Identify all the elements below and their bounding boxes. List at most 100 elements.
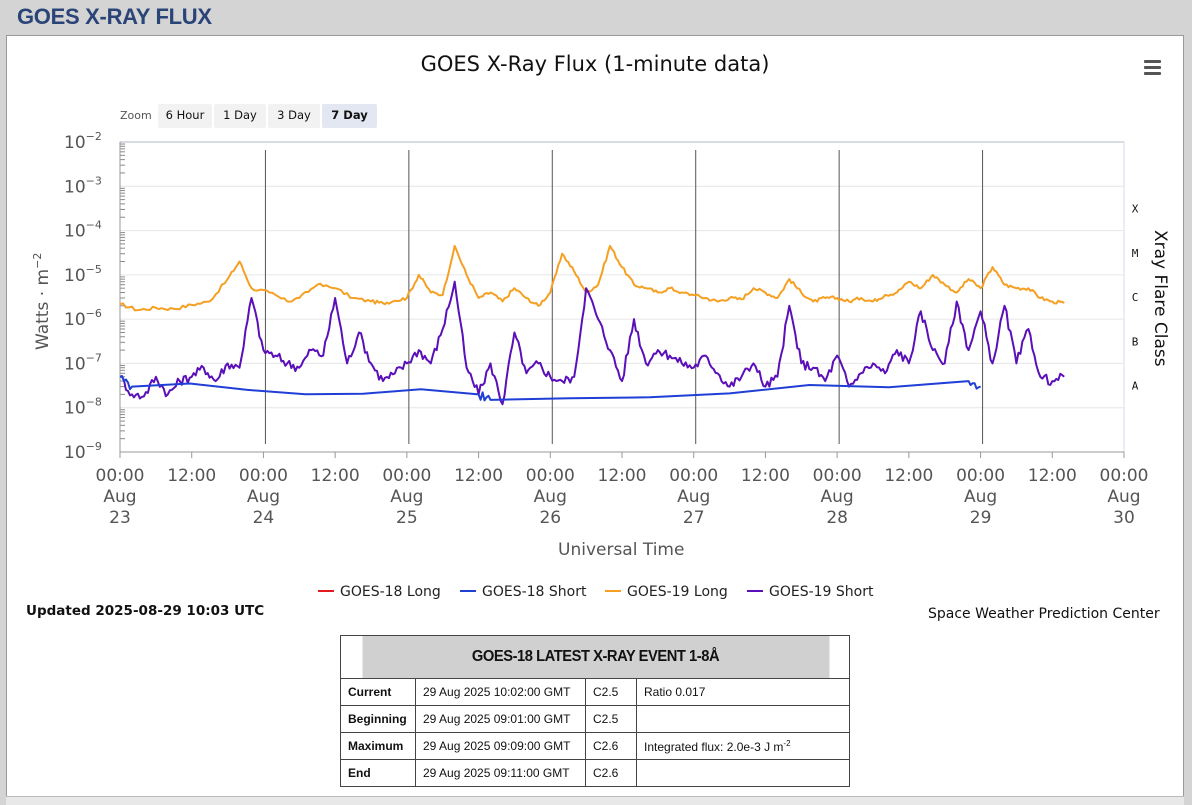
x-date-label: Aug xyxy=(1107,487,1140,507)
x-tick-label: 00:00 xyxy=(526,466,575,486)
x-date-label: 23 xyxy=(109,508,131,528)
x-tick-label: 12:00 xyxy=(1028,466,1077,486)
row-class: C2.5 xyxy=(585,705,637,733)
row-time: 29 Aug 2025 09:01:00 GMT xyxy=(415,705,586,733)
flare-class-label: X xyxy=(1132,203,1139,216)
y-axis-title: Watts · m−2 xyxy=(31,253,53,350)
x-date-label: 25 xyxy=(396,508,418,528)
legend-label: GOES-18 Short xyxy=(482,584,587,600)
chart-menu-icon[interactable] xyxy=(1144,60,1161,75)
zoom-7-day-button[interactable]: 7 Day xyxy=(322,104,377,128)
legend-swatch-goes18-short xyxy=(460,590,476,592)
y-tick-label: 10−5 xyxy=(64,263,102,286)
table-row: Beginning 29 Aug 2025 09:01:00 GMT C2.5 xyxy=(340,705,850,733)
x-tick-label: 00:00 xyxy=(1100,466,1149,486)
row-label: Maximum xyxy=(340,732,416,760)
flare-class-label: C xyxy=(1132,291,1139,304)
x-date-label: 29 xyxy=(970,508,992,528)
x-axis-title: Universal Time xyxy=(558,540,684,560)
x-tick-label: 00:00 xyxy=(669,466,718,486)
bottom-strip xyxy=(6,796,1184,805)
integrated-flux-exponent: -2 xyxy=(783,738,791,748)
y-tick-label: 10−7 xyxy=(64,351,102,374)
legend-label: GOES-18 Long xyxy=(340,584,441,600)
legend-goes18-long[interactable]: GOES-18 Long xyxy=(318,584,441,600)
legend-label: GOES-19 Short xyxy=(769,584,874,600)
row-class: C2.5 xyxy=(585,678,637,706)
x-tick-label: 00:00 xyxy=(956,466,1005,486)
table-row: End 29 Aug 2025 09:11:00 GMT C2.6 xyxy=(340,759,850,787)
x-tick-label: 00:00 xyxy=(96,466,145,486)
zoom-1-day-button[interactable]: 1 Day xyxy=(214,104,266,128)
x-date-label: Aug xyxy=(821,487,854,507)
integrated-flux-text: Integrated flux: 2.0e-3 J m xyxy=(644,739,784,754)
x-date-label: Aug xyxy=(390,487,423,507)
x-date-label: Aug xyxy=(247,487,280,507)
updated-timestamp: Updated 2025-08-29 10:03 UTC xyxy=(26,603,265,619)
x-tick-label: 00:00 xyxy=(239,466,288,486)
x-tick-label: 12:00 xyxy=(884,466,933,486)
x-tick-label: 12:00 xyxy=(741,466,790,486)
x-tick-label: 12:00 xyxy=(598,466,647,486)
event-table-heading: GOES-18 LATEST X-RAY EVENT 1-8Å xyxy=(360,635,830,679)
row-extra xyxy=(636,759,850,787)
legend-goes19-short[interactable]: GOES-19 Short xyxy=(747,584,874,600)
x-date-label: Aug xyxy=(964,487,997,507)
table-row: Current 29 Aug 2025 10:02:00 GMT C2.5 Ra… xyxy=(340,678,850,706)
row-label: End xyxy=(340,759,416,787)
zoom-label: Zoom xyxy=(120,109,152,122)
x-date-label: 24 xyxy=(253,508,275,528)
row-label: Beginning xyxy=(340,705,416,733)
row-time: 29 Aug 2025 10:02:00 GMT xyxy=(415,678,586,706)
x-date-label: 27 xyxy=(683,508,705,528)
zoom-3-day-button[interactable]: 3 Day xyxy=(268,104,320,128)
row-class: C2.6 xyxy=(585,759,637,787)
legend-goes19-long[interactable]: GOES-19 Long xyxy=(605,584,728,600)
row-time: 29 Aug 2025 09:09:00 GMT xyxy=(415,732,586,760)
series-line-goes-19-long xyxy=(119,244,1065,312)
legend-label: GOES-19 Long xyxy=(627,584,728,600)
row-extra: Integrated flux: 2.0e-3 J m-2 xyxy=(636,732,850,760)
x-date-label: 28 xyxy=(826,508,848,528)
row-class: C2.6 xyxy=(585,732,637,760)
row-time: 29 Aug 2025 09:11:00 GMT xyxy=(415,759,586,787)
flare-class-label: M xyxy=(1132,247,1139,260)
x-date-label: Aug xyxy=(534,487,567,507)
right-axis-title: Xray Flare Class xyxy=(1150,230,1170,367)
zoom-6-hour-button[interactable]: 6 Hour xyxy=(158,104,212,128)
series-line-goes-19-short xyxy=(119,280,1065,406)
x-tick-label: 00:00 xyxy=(382,466,431,486)
legend-swatch-goes19-short xyxy=(747,590,763,592)
y-tick-label: 10−4 xyxy=(64,219,102,242)
y-tick-label: 10−6 xyxy=(64,307,102,330)
x-date-label: 30 xyxy=(1113,508,1135,528)
flare-class-label: B xyxy=(1132,335,1139,348)
x-date-label: Aug xyxy=(103,487,136,507)
chart-title: GOES X-Ray Flux (1-minute data) xyxy=(420,52,770,76)
x-tick-label: 00:00 xyxy=(813,466,862,486)
header-bar: GOES X-RAY FLUX xyxy=(0,0,1192,35)
row-extra xyxy=(636,705,850,733)
latest-event-table: GOES-18 LATEST X-RAY EVENT 1-8Å Current … xyxy=(340,635,850,787)
x-date-label: 26 xyxy=(539,508,561,528)
x-tick-label: 12:00 xyxy=(167,466,216,486)
credit-text: Space Weather Prediction Center xyxy=(928,606,1160,622)
y-tick-label: 10−8 xyxy=(64,396,102,419)
x-tick-label: 12:00 xyxy=(311,466,360,486)
table-row: Maximum 29 Aug 2025 09:09:00 GMT C2.6 In… xyxy=(340,732,850,760)
row-label: Current xyxy=(340,678,416,706)
legend-swatch-goes18-long xyxy=(318,590,334,592)
legend-swatch-goes19-long xyxy=(605,590,621,592)
y-tick-label: 10−2 xyxy=(64,130,102,153)
page-title: GOES X-RAY FLUX xyxy=(17,4,212,29)
flare-class-label: A xyxy=(1132,380,1139,393)
plot-area xyxy=(119,141,1125,453)
series-line-goes-18-short xyxy=(119,375,981,402)
row-extra: Ratio 0.017 xyxy=(636,678,850,706)
y-tick-label: 10−3 xyxy=(64,174,102,197)
legend-goes18-short[interactable]: GOES-18 Short xyxy=(460,584,587,600)
y-tick-label: 10−9 xyxy=(64,440,102,463)
x-date-label: Aug xyxy=(677,487,710,507)
x-tick-label: 12:00 xyxy=(454,466,503,486)
